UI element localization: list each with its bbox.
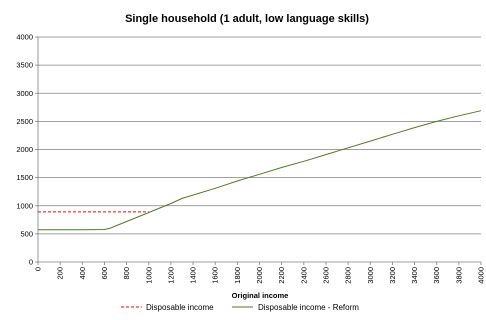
x-tick-label: 3600 bbox=[432, 267, 441, 284]
legend: Disposable income Disposable income - Ref… bbox=[121, 303, 359, 312]
x-tick-label: 2600 bbox=[321, 267, 330, 284]
x-tick-label: 600 bbox=[100, 267, 109, 280]
x-tick-label: 4000 bbox=[477, 267, 486, 284]
y-tick-label: 2500 bbox=[16, 117, 33, 126]
y-tick-labels: 0 500 1000 1500 2000 2500 3000 3500 4000 bbox=[16, 33, 33, 267]
legend-label-2: Disposable income - Reform bbox=[258, 303, 359, 312]
x-tick-label: 2800 bbox=[344, 267, 353, 284]
x-tick-label: 200 bbox=[56, 267, 65, 280]
x-tick-label: 1000 bbox=[144, 267, 153, 284]
x-tick-label: 1400 bbox=[189, 267, 198, 284]
series-line-2 bbox=[38, 110, 482, 231]
x-tick-label: 3400 bbox=[410, 267, 419, 284]
x-tick-label: 1600 bbox=[211, 267, 220, 284]
legend-label-1: Disposable income bbox=[146, 303, 214, 312]
y-tick-label: 1000 bbox=[16, 201, 33, 210]
x-tick-label: 0 bbox=[34, 267, 43, 271]
x-axis-label: Original income bbox=[232, 291, 289, 300]
x-tick-label: 400 bbox=[78, 267, 87, 280]
x-tick-label: 2400 bbox=[299, 267, 308, 284]
x-tick-label: 1800 bbox=[233, 267, 242, 284]
axes bbox=[35, 36, 482, 265]
y-tick-label: 2000 bbox=[16, 145, 33, 154]
y-tick-label: 3500 bbox=[16, 61, 33, 70]
y-tick-label: 0 bbox=[29, 258, 33, 267]
y-tick-label: 1500 bbox=[16, 173, 33, 182]
series-lines bbox=[38, 110, 482, 231]
x-tick-label: 800 bbox=[122, 267, 131, 280]
x-tick-label: 2000 bbox=[255, 267, 264, 284]
gridlines bbox=[38, 36, 481, 235]
x-tick-label: 3000 bbox=[366, 267, 375, 284]
y-tick-label: 4000 bbox=[16, 33, 33, 42]
x-tick-label: 1200 bbox=[166, 267, 175, 284]
x-tick-labels: 0 200 400 600 800 1000 1200 1400 1600 1800 2000 220… bbox=[34, 267, 486, 284]
chart-title: Single household (1 adult, low language … bbox=[125, 13, 369, 25]
x-tick-label: 3800 bbox=[454, 267, 463, 284]
y-tick-label: 500 bbox=[20, 229, 33, 238]
x-tick-label: 2200 bbox=[277, 267, 286, 284]
y-tick-label: 3000 bbox=[16, 89, 33, 98]
x-tick-label: 3200 bbox=[388, 267, 397, 284]
